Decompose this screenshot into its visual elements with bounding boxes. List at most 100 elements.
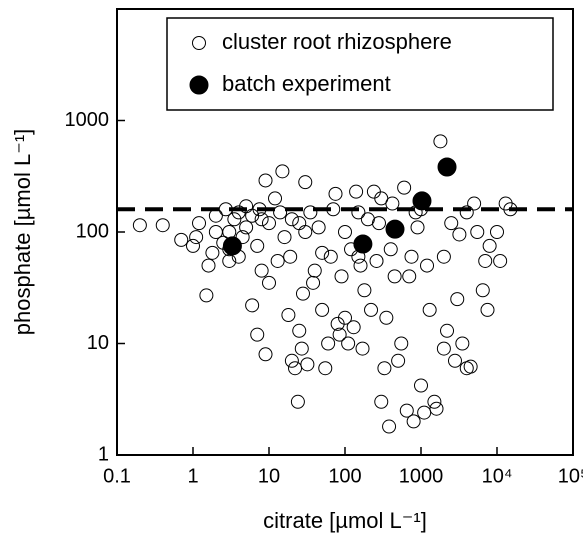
point	[444, 216, 459, 231]
point	[436, 341, 451, 356]
point	[357, 283, 372, 298]
point	[455, 336, 470, 351]
point	[440, 323, 455, 338]
x-tick-label: 10⁴	[482, 465, 513, 487]
point	[482, 238, 497, 253]
point	[463, 359, 478, 374]
point	[467, 196, 482, 211]
point	[447, 353, 462, 368]
point	[406, 414, 421, 429]
point	[422, 302, 437, 317]
point	[437, 157, 457, 177]
point	[270, 253, 285, 268]
point	[385, 219, 405, 239]
point	[318, 361, 333, 376]
legend-marker	[189, 75, 209, 95]
point	[351, 205, 366, 220]
point	[245, 298, 260, 313]
point	[311, 220, 326, 235]
legend-label: cluster root rhizosphere	[222, 29, 452, 54]
point	[307, 263, 322, 278]
point	[353, 258, 368, 273]
point	[480, 302, 495, 317]
point	[254, 212, 269, 227]
point	[284, 353, 299, 368]
point	[258, 347, 273, 362]
point	[205, 245, 220, 260]
x-tick-label: 1000	[399, 465, 444, 487]
point	[268, 191, 283, 206]
point	[262, 216, 276, 231]
point	[355, 341, 370, 356]
point	[394, 336, 409, 351]
point	[294, 341, 309, 356]
point	[292, 216, 307, 231]
point	[470, 225, 485, 239]
point	[199, 288, 214, 303]
point	[303, 205, 318, 220]
point	[349, 184, 364, 199]
point	[227, 212, 242, 227]
point	[459, 205, 474, 220]
point	[410, 220, 425, 235]
point	[239, 220, 254, 235]
point	[429, 401, 444, 416]
point	[281, 308, 296, 323]
point	[436, 249, 451, 264]
y-tick-label: 10	[87, 332, 109, 354]
point	[382, 419, 397, 434]
point	[298, 175, 313, 190]
point	[292, 323, 307, 338]
point	[374, 191, 389, 206]
point	[192, 216, 207, 231]
point	[417, 405, 432, 420]
x-tick-label: 10	[258, 465, 280, 487]
point	[412, 191, 432, 211]
point	[189, 230, 204, 245]
legend-marker	[192, 36, 206, 50]
point	[250, 238, 265, 253]
y-tick-label: 1	[98, 443, 109, 465]
y-tick-label: 100	[76, 220, 109, 242]
point	[404, 249, 419, 264]
point	[300, 357, 315, 372]
point	[290, 394, 305, 409]
point	[414, 378, 428, 393]
y-axis-label: phosphate [µmol L⁻¹]	[10, 129, 35, 336]
point	[338, 225, 352, 239]
y-tick-label: 1000	[65, 109, 110, 131]
x-tick-label: 0.1	[103, 465, 131, 487]
x-tick-label: 1	[187, 465, 198, 487]
point	[277, 230, 292, 245]
point	[420, 258, 435, 273]
point	[298, 225, 313, 239]
point	[306, 275, 321, 290]
point	[235, 230, 250, 245]
point	[478, 253, 493, 268]
point	[452, 227, 467, 242]
point	[371, 216, 386, 231]
point	[498, 196, 513, 211]
point	[222, 236, 242, 256]
point	[332, 327, 347, 342]
point	[132, 218, 147, 233]
point	[283, 249, 298, 264]
point	[427, 394, 442, 409]
point	[379, 310, 394, 325]
point	[346, 320, 361, 335]
point	[334, 269, 349, 284]
point	[262, 275, 276, 290]
point	[275, 164, 290, 179]
point	[397, 180, 412, 195]
point	[288, 361, 303, 376]
point	[369, 253, 384, 268]
point	[493, 253, 508, 268]
x-tick-label: 10⁵	[558, 465, 583, 487]
point	[174, 232, 189, 247]
point	[273, 205, 288, 220]
point	[377, 361, 392, 376]
point	[201, 258, 216, 273]
point	[250, 327, 265, 342]
point	[155, 218, 170, 233]
